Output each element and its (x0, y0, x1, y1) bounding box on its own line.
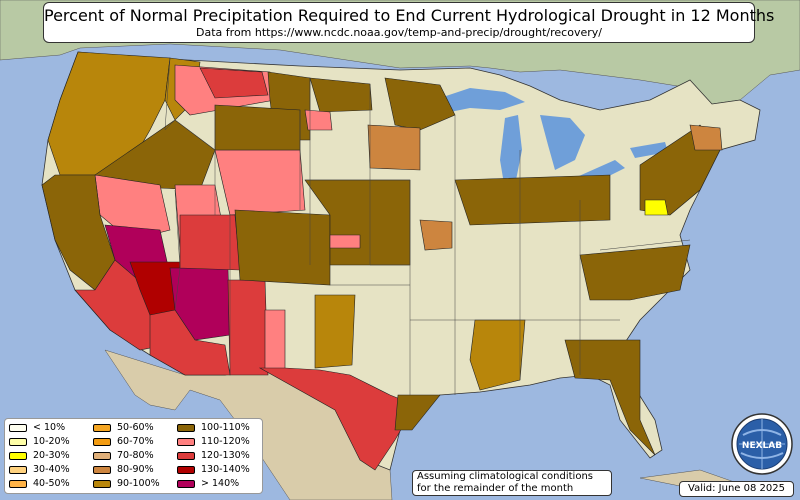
region-maryland (644, 199, 669, 216)
region-minnesota (384, 77, 456, 131)
legend-label: 90-100% (117, 478, 160, 489)
map-title: Percent of Normal Precipitation Required… (44, 6, 775, 25)
legend-swatch (9, 437, 27, 446)
region-wyoming (214, 104, 301, 151)
legend-swatch (93, 465, 111, 474)
legend-item: 30-40% (9, 464, 70, 476)
lake-ontario (630, 142, 668, 158)
legend-label: 20-30% (33, 450, 70, 461)
legend-item: > 140% (177, 478, 239, 490)
legend-item: 120-130% (177, 450, 250, 462)
drought-regions (41, 51, 723, 471)
legend-swatch (93, 423, 111, 432)
assumption-note: Assuming climatological conditions for t… (412, 470, 612, 496)
legend-item: 100-110% (177, 422, 250, 434)
region-ohio-valley (454, 174, 611, 226)
legend-label: 80-90% (117, 464, 154, 475)
legend-item: 80-90% (93, 464, 154, 476)
legend-swatch (93, 479, 111, 488)
legend-swatch (177, 437, 195, 446)
valid-date: Valid: June 08 2025 (679, 481, 794, 497)
region-southeast-coast (564, 339, 656, 456)
region-arizona-south (149, 309, 231, 376)
legend-label: 40-50% (33, 478, 70, 489)
legend-label: 60-70% (117, 436, 154, 447)
legend-label: 110-120% (201, 436, 250, 447)
legend-item: 130-140% (177, 464, 250, 476)
region-gulf-coast-texas (394, 394, 441, 431)
region-new-mexico (227, 279, 269, 376)
legend-swatch (93, 451, 111, 460)
legend-label: 10-20% (33, 436, 70, 447)
region-iowa-minnesota (367, 124, 421, 171)
legend-swatch (177, 451, 195, 460)
region-new-england-spot (689, 124, 723, 151)
legend-label: 30-40% (33, 464, 70, 475)
legend-label: > 140% (201, 478, 240, 489)
lake-michigan (500, 115, 522, 190)
lake-huron (540, 115, 585, 170)
legend-swatch (177, 423, 195, 432)
legend-label: < 10% (33, 422, 66, 433)
legend-swatch (177, 479, 195, 488)
region-missouri-spot (419, 219, 453, 251)
region-kansas-spot (329, 234, 361, 249)
region-south-dakota-spot (304, 109, 333, 131)
region-appalachians (579, 244, 691, 301)
legend-swatch (9, 465, 27, 474)
map-subtitle: Data from https://www.ncdc.noaa.gov/temp… (196, 26, 602, 39)
state-borders (164, 57, 691, 395)
legend-swatch (9, 451, 27, 460)
legend-item: 50-60% (93, 422, 154, 434)
legend-label: 120-130% (201, 450, 250, 461)
region-montana-central (199, 67, 269, 99)
legend-label: 130-140% (201, 464, 250, 475)
legend-item: 90-100% (93, 478, 160, 490)
legend-item: 70-80% (93, 450, 154, 462)
legend-swatch (177, 465, 195, 474)
legend-item: 110-120% (177, 436, 250, 448)
legend-swatch (93, 437, 111, 446)
region-new-mexico-east (264, 309, 286, 371)
legend-item: 10-20% (9, 436, 70, 448)
legend-item: < 10% (9, 422, 65, 434)
nexlab-logo: NEXLAB (731, 413, 793, 475)
lake-superior (440, 88, 525, 112)
region-louisiana-mississippi (469, 319, 526, 391)
note-line: Assuming climatological conditions (417, 471, 593, 482)
region-southern-rockies (234, 209, 331, 286)
region-four-corners (179, 214, 241, 271)
legend-label: 100-110% (201, 422, 250, 433)
region-colorado (214, 149, 306, 216)
legend: < 10% 10-20% 20-30% 30-40% 40-50% 50-60%… (4, 418, 263, 494)
note-line: for the remainder of the month (417, 483, 574, 494)
legend-label: 50-60% (117, 422, 154, 433)
title-box: Percent of Normal Precipitation Required… (43, 2, 775, 43)
legend-swatch (9, 479, 27, 488)
region-northern-plains (309, 77, 373, 113)
legend-label: 70-80% (117, 450, 154, 461)
legend-item: 20-30% (9, 450, 70, 462)
legend-item: 60-70% (93, 436, 154, 448)
logo-text: NEXLAB (742, 441, 782, 451)
legend-item: 40-50% (9, 478, 70, 490)
legend-swatch (9, 423, 27, 432)
region-texas-panhandle (314, 294, 356, 369)
